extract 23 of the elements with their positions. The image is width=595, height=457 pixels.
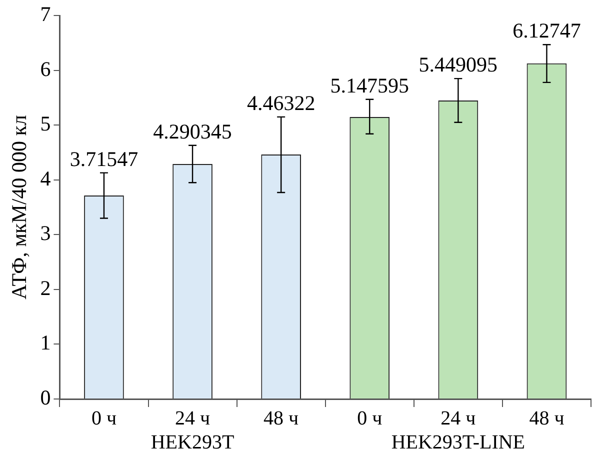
x-tick-label: 0 ч	[91, 407, 117, 430]
y-axis-title: АТФ, мкМ/40 000 кл	[7, 115, 32, 300]
y-tick-label: 3	[40, 221, 51, 246]
data-label: 5.449095	[418, 52, 498, 77]
y-tick-label: 1	[40, 330, 51, 355]
y-tick-label: 6	[40, 56, 51, 81]
data-label: 6.12747	[512, 18, 581, 43]
data-label: 5.147595	[330, 73, 409, 98]
y-tick-label: 5	[40, 112, 51, 136]
y-tick-label: 0	[40, 386, 51, 410]
data-label: 3.71547	[70, 146, 138, 171]
data-label: 4.46322	[246, 90, 316, 115]
x-tick-label: 48 ч	[529, 407, 564, 430]
x-tick-label: 24 ч	[174, 407, 210, 430]
y-tick-label: 2	[40, 276, 51, 300]
y-tick-label: 4	[40, 166, 52, 190]
text: HEK293T-LINE	[391, 431, 526, 454]
text: HEK293T	[150, 431, 234, 454]
y-tick-label: 7	[40, 2, 51, 26]
data-label: 4.290345	[153, 119, 232, 144]
x-tick-label: 0 ч	[357, 407, 382, 430]
x-tick-label: 48 ч	[264, 407, 299, 430]
x-tick-label: 24 ч	[440, 407, 476, 430]
